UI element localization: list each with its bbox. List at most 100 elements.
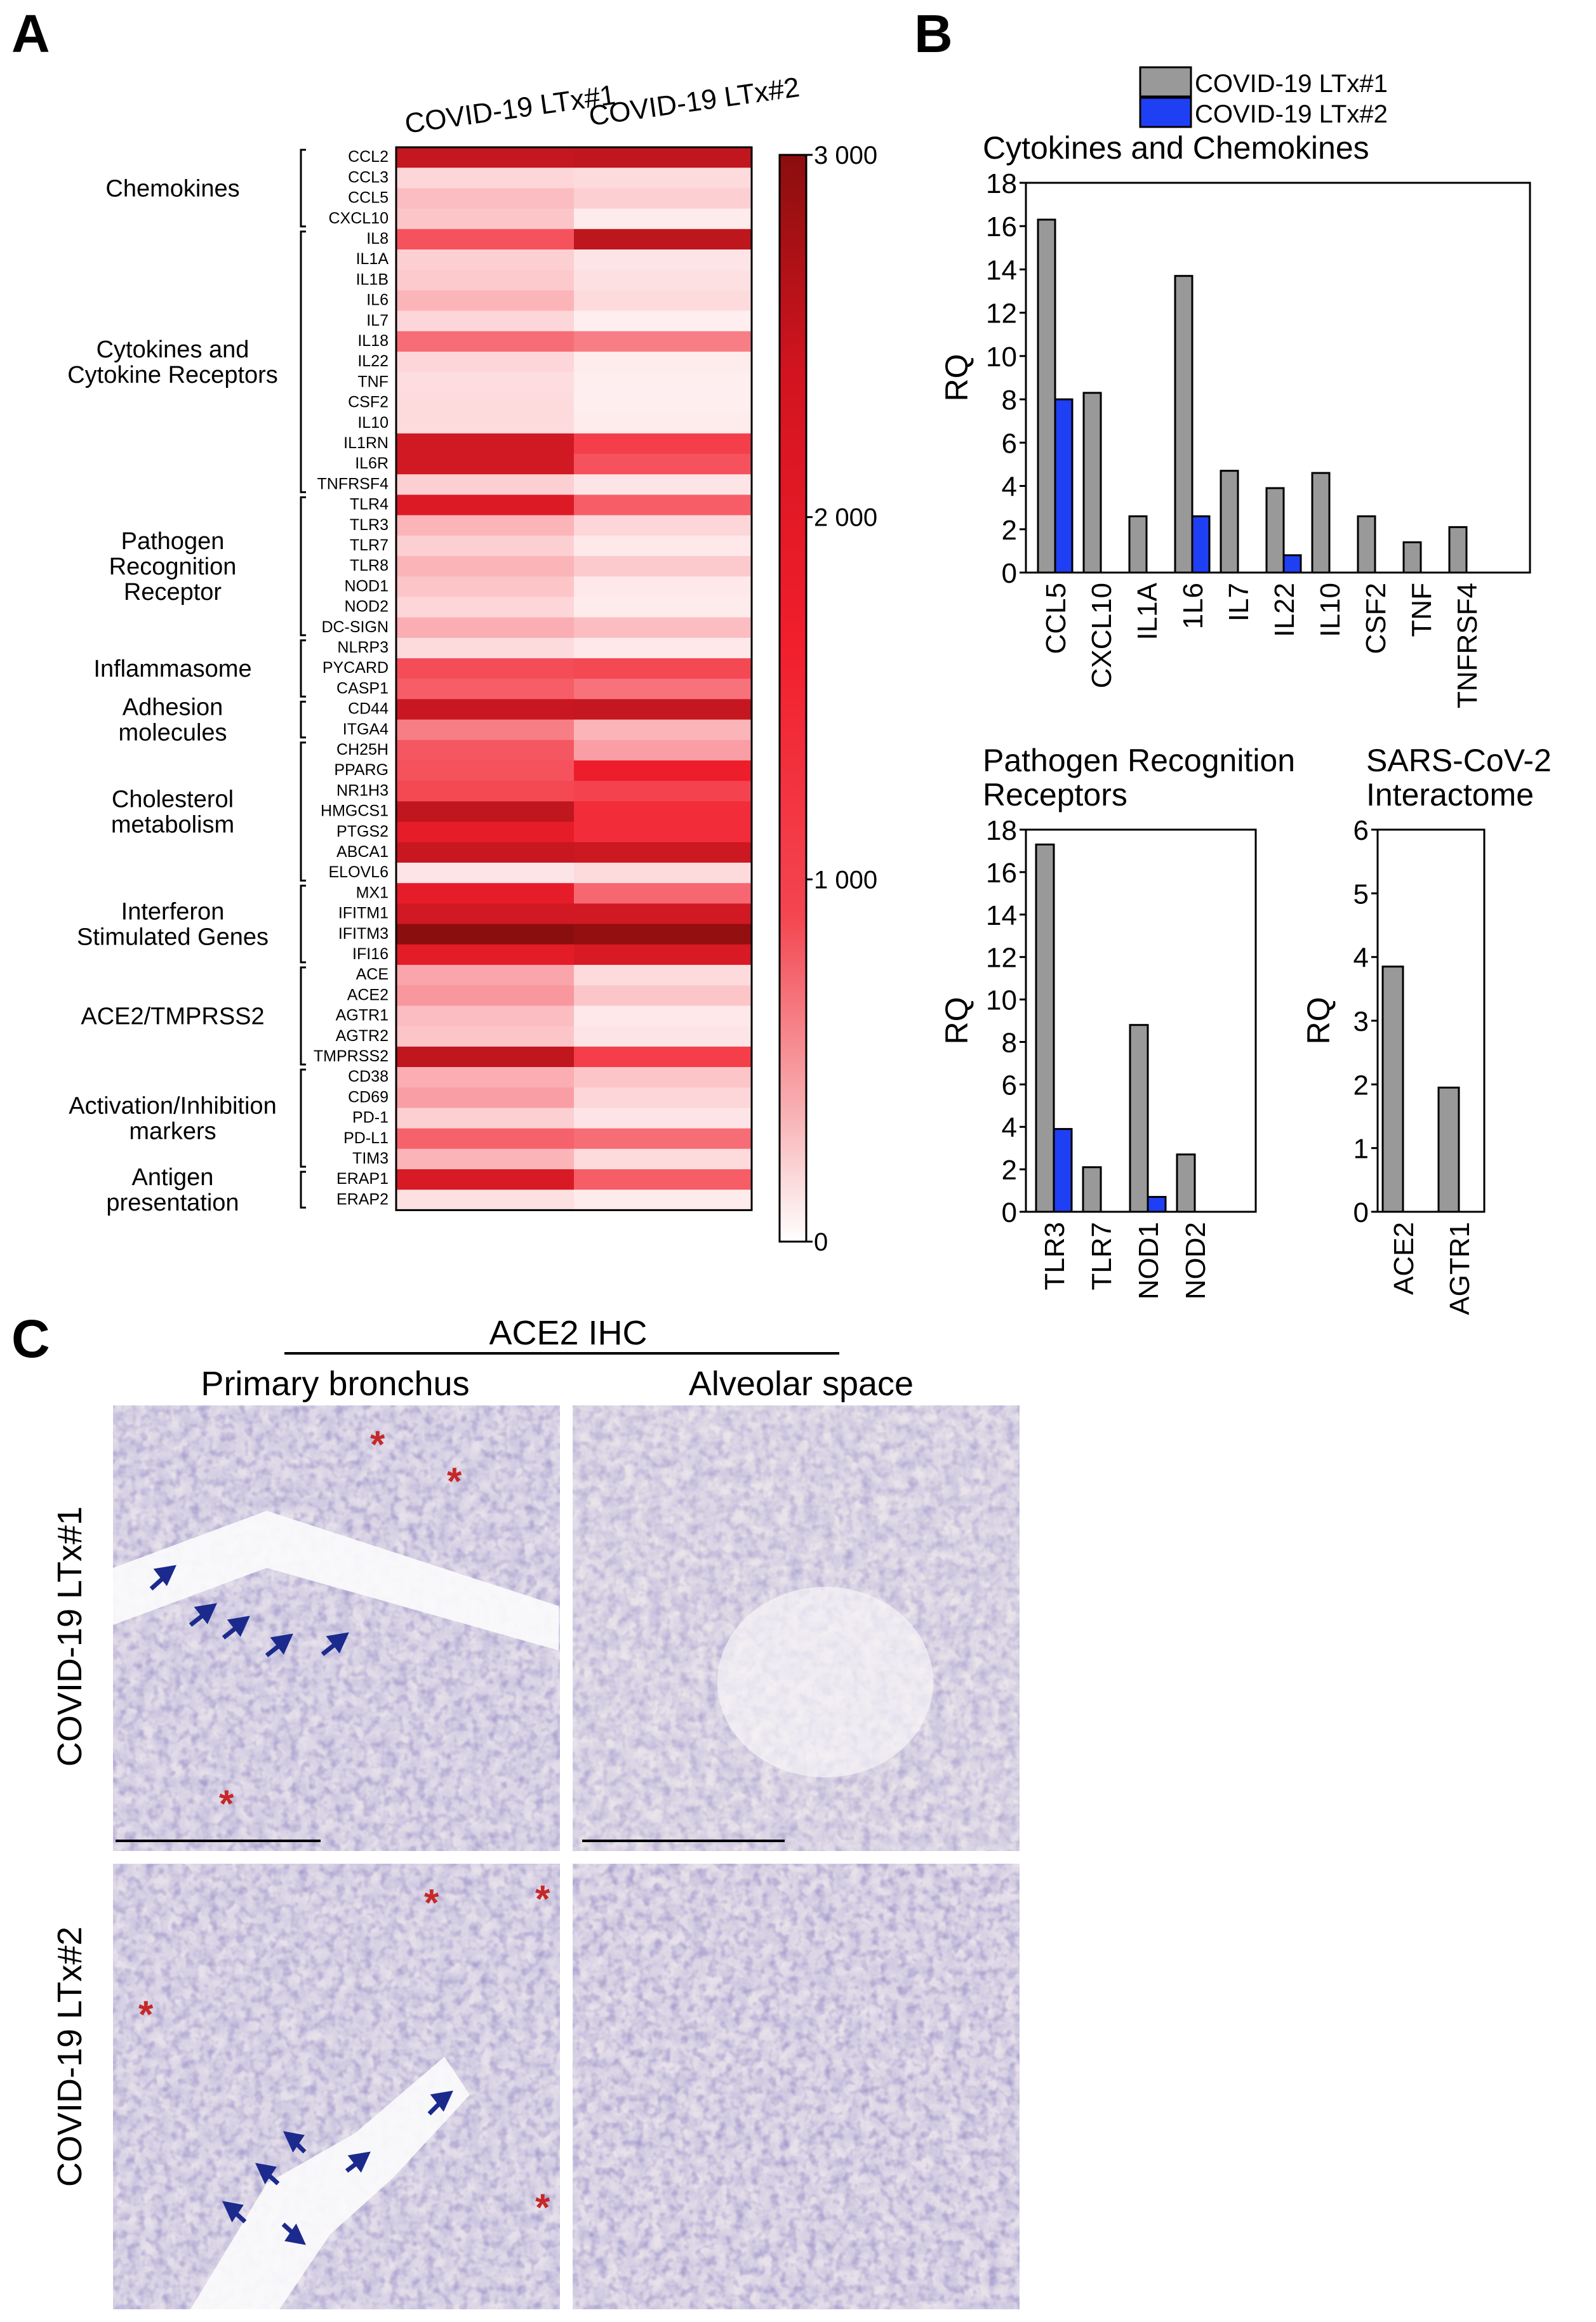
x-tick-label: ACE2 bbox=[1388, 1222, 1420, 1295]
heatmap-cell-pd-1-1 bbox=[396, 1108, 575, 1129]
chart-title: Pathogen Recognition bbox=[983, 743, 1295, 778]
heatmap-cell-il6r-1 bbox=[396, 454, 575, 475]
ihc-header: ACE2 IHC bbox=[489, 1314, 647, 1352]
bar-ccl5-ltx1 bbox=[1037, 218, 1056, 574]
legend: COVID-19 LTx#1 COVID-19 LTx#2 bbox=[1139, 66, 1388, 128]
y-tick-label: 8 bbox=[1002, 385, 1017, 416]
heatmap-cell-ifi16-1 bbox=[396, 944, 575, 965]
heatmap-cell-ifitm3-2 bbox=[574, 924, 752, 945]
arrow-marker bbox=[222, 2201, 247, 2224]
gene-label: TLR4 bbox=[350, 496, 389, 514]
group-bracket bbox=[300, 700, 306, 739]
arrow-marker bbox=[281, 2222, 306, 2245]
heatmap-cell-tmprss2-1 bbox=[396, 1046, 575, 1068]
gene-label: IL1RN bbox=[343, 434, 389, 452]
gene-label: TNFRSF4 bbox=[317, 475, 389, 493]
ihc-row-ltx2: COVID-19 LTx#2 bbox=[51, 1927, 89, 2187]
heatmap-cell-ace-1 bbox=[396, 965, 575, 986]
gene-label: CSF2 bbox=[348, 394, 389, 411]
panel-letter-c: C bbox=[11, 1309, 50, 1369]
gene-label: IL22 bbox=[357, 352, 389, 370]
heatmap-cell-nlrp3-1 bbox=[396, 637, 575, 659]
heatmap-cell-tim3-2 bbox=[574, 1148, 752, 1170]
heatmap-cell-casp1-2 bbox=[574, 679, 752, 700]
x-tick-label: TLR7 bbox=[1086, 1222, 1117, 1290]
group-bracket bbox=[300, 149, 306, 228]
bar-nod1-ltx1 bbox=[1129, 1024, 1149, 1213]
y-tick-label: 16 bbox=[986, 211, 1017, 242]
heatmap-cell-erap1-1 bbox=[396, 1169, 575, 1190]
heatmap-cell-erap1-2 bbox=[574, 1169, 752, 1190]
asterisk-marker: * bbox=[370, 1423, 385, 1466]
heatmap-cell-nod2-1 bbox=[396, 597, 575, 618]
heatmap-cell-tnfrsf4-1 bbox=[396, 474, 575, 495]
y-tick-label: 10 bbox=[986, 985, 1017, 1016]
heatmap-cell-ccl3-1 bbox=[396, 168, 575, 189]
y-tick-label: 8 bbox=[1002, 1027, 1017, 1058]
gene-label: IL1B bbox=[356, 270, 389, 288]
heatmap-cell-dc-sign-2 bbox=[574, 617, 752, 639]
heatmap-cell-ccl2-2 bbox=[574, 147, 752, 168]
colorbar-tick-label: 0 bbox=[814, 1228, 828, 1256]
asterisk-marker: * bbox=[138, 1993, 154, 2036]
plot-frame bbox=[1376, 828, 1486, 1213]
y-tick-label: 14 bbox=[986, 255, 1017, 286]
y-tick-label: 3 bbox=[1353, 1006, 1369, 1037]
heatmap-cell-elovl6-2 bbox=[574, 863, 752, 884]
group-label: Antigen bbox=[132, 1164, 214, 1191]
y-tick-label: 0 bbox=[1002, 1197, 1017, 1228]
heatmap-cell-il1a-1 bbox=[396, 249, 575, 270]
group-label: ACE2/TMPRSS2 bbox=[81, 1004, 264, 1030]
heatmap-cell-ccl5-1 bbox=[396, 188, 575, 209]
bar-tnf-ltx1 bbox=[1402, 541, 1422, 574]
heatmap-cell-agtr1-1 bbox=[396, 1005, 575, 1027]
group-label: Pathogen bbox=[121, 528, 225, 555]
heatmap-cell-pparg-1 bbox=[396, 760, 575, 781]
legend-label-ltx2: COVID-19 LTx#2 bbox=[1195, 100, 1388, 128]
panel-letter-a: A bbox=[11, 4, 50, 63]
bar-il1a-ltx1 bbox=[1128, 515, 1148, 574]
bar-il10-ltx1 bbox=[1311, 472, 1331, 574]
gene-label: PTGS2 bbox=[336, 823, 389, 840]
gene-label: TLR7 bbox=[350, 536, 389, 554]
group-label: Cholesterol bbox=[112, 786, 234, 813]
heatmap-cell-tnf-1 bbox=[396, 372, 575, 393]
chart-title: Receptors bbox=[983, 777, 1127, 813]
group-bracket bbox=[300, 639, 306, 698]
arrow-marker bbox=[149, 1565, 176, 1591]
group-label: Activation/Inhibition bbox=[69, 1093, 276, 1120]
gene-label: ERAP1 bbox=[336, 1170, 389, 1188]
heatmap-cell-csf2-2 bbox=[574, 392, 752, 414]
heatmap-cell-il1b-1 bbox=[396, 270, 575, 291]
arrow-marker bbox=[345, 2151, 371, 2173]
arrow-marker bbox=[427, 2090, 453, 2116]
group-label: Inflammasome bbox=[93, 656, 251, 682]
group-bracket bbox=[300, 741, 306, 882]
heatmap-cell-elovl6-1 bbox=[396, 863, 575, 884]
gene-label: CASP1 bbox=[336, 679, 389, 697]
bar-nod2-ltx1 bbox=[1176, 1153, 1196, 1213]
colorbar bbox=[778, 154, 808, 1243]
bar-ace2-ltx1 bbox=[1381, 965, 1404, 1213]
bar-cxcl10-ltx1 bbox=[1082, 392, 1102, 574]
y-tick-label: 2 bbox=[1353, 1070, 1369, 1101]
heatmap-cell-abca1-1 bbox=[396, 842, 575, 863]
bar-charts: Cytokines and Chemokines024681012141618R… bbox=[939, 130, 1552, 1315]
heatmap-cell-ptgs2-1 bbox=[396, 821, 575, 843]
gene-label: CXCL10 bbox=[329, 209, 389, 227]
chart-title: SARS-CoV-2 bbox=[1366, 743, 1552, 778]
chart-title: Interactome bbox=[1366, 777, 1534, 813]
gene-label: CCL5 bbox=[348, 189, 389, 207]
asterisk-marker: * bbox=[535, 2186, 550, 2229]
heatmap-cell-nlrp3-2 bbox=[574, 637, 752, 659]
heatmap-cell-ccl3-2 bbox=[574, 168, 752, 189]
heatmap-cells bbox=[395, 146, 753, 1211]
group-bracket bbox=[300, 966, 306, 1066]
ihc-row-ltx1: COVID-19 LTx#1 bbox=[51, 1506, 89, 1767]
bar-il7-ltx1 bbox=[1220, 470, 1239, 574]
colorbar-ticks: 0 1 000 2 000 3 000 bbox=[806, 142, 877, 1256]
group-label: presentation bbox=[106, 1190, 239, 1216]
gene-label: IFITM3 bbox=[338, 925, 389, 943]
